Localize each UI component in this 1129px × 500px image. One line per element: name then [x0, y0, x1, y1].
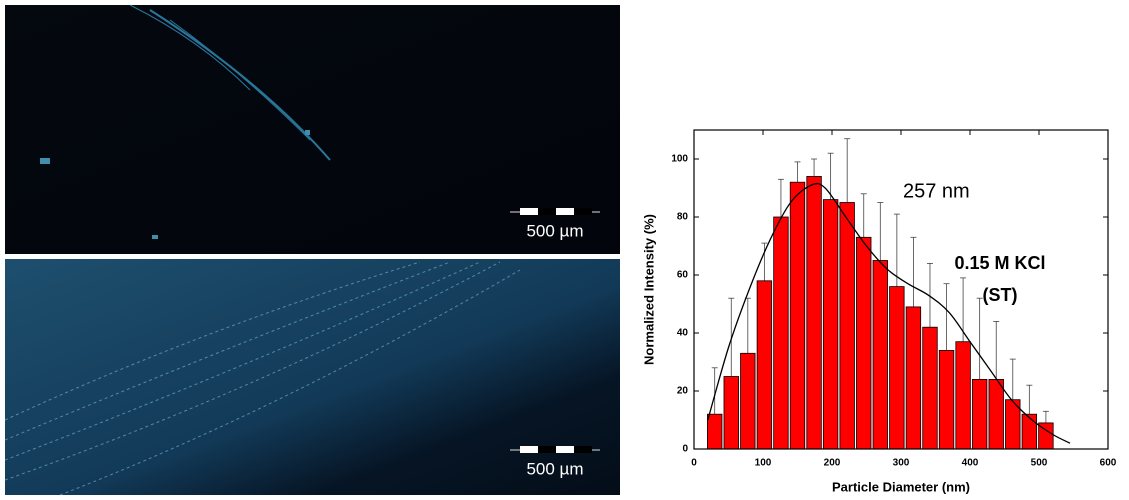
scale-bar: 500 µm [510, 446, 600, 478]
micrograph-top [5, 5, 620, 254]
scale-segment [556, 208, 574, 215]
bar [955, 341, 971, 450]
x-tick-label: 200 [824, 458, 841, 469]
scale-segment [574, 208, 592, 215]
bar [806, 175, 822, 450]
bar [707, 413, 723, 450]
annotation: 257 nm [903, 180, 970, 202]
x-axis-label: Particle Diameter (nm) [832, 479, 970, 494]
streaks [40, 4, 331, 239]
scale-label: 500 µm [526, 221, 583, 240]
streaks [4, 261, 521, 496]
bar [938, 349, 955, 450]
scale-bar: 500 µm [510, 208, 600, 240]
annotation: 0.15 M KCl [954, 253, 1045, 273]
y-tick-label: 80 [677, 212, 689, 223]
bar [789, 181, 806, 450]
bar [756, 280, 773, 450]
bar [971, 378, 988, 450]
scale-segment [520, 446, 538, 453]
scale-segment [574, 446, 592, 453]
scale-segment [538, 208, 556, 215]
bar [822, 199, 839, 450]
x-tick-label: 300 [893, 458, 910, 469]
y-tick-label: 60 [677, 270, 689, 281]
plot-frame [693, 129, 1109, 450]
y-tick-label: 0 [682, 444, 688, 455]
scale-segment [520, 208, 538, 215]
scale-segment [556, 446, 574, 453]
y-tick-label: 100 [671, 154, 688, 165]
bar [1021, 413, 1038, 450]
bar [740, 352, 756, 450]
bar [723, 376, 739, 450]
bar [839, 202, 855, 450]
bar [988, 378, 1004, 450]
micrograph-bottom [5, 259, 620, 495]
x-tick-label: 500 [1031, 458, 1048, 469]
annotation: (ST) [983, 285, 1018, 305]
bar [856, 236, 872, 450]
y-tick-label: 20 [677, 386, 689, 397]
y-axis-label: Normalized Intensity (%) [641, 214, 656, 365]
scale-label: 500 µm [526, 459, 583, 478]
x-tick-label: 600 [1100, 458, 1117, 469]
bar [922, 326, 938, 450]
bar [905, 306, 922, 450]
x-tick-label: 400 [962, 458, 979, 469]
bar [773, 216, 789, 450]
x-tick-label: 100 [755, 458, 772, 469]
scale-segment [538, 446, 556, 453]
fit-line [707, 182, 1071, 444]
x-tick-label: 0 [691, 458, 697, 469]
bar [889, 286, 905, 450]
y-tick-label: 40 [677, 328, 689, 339]
bar [872, 260, 888, 450]
